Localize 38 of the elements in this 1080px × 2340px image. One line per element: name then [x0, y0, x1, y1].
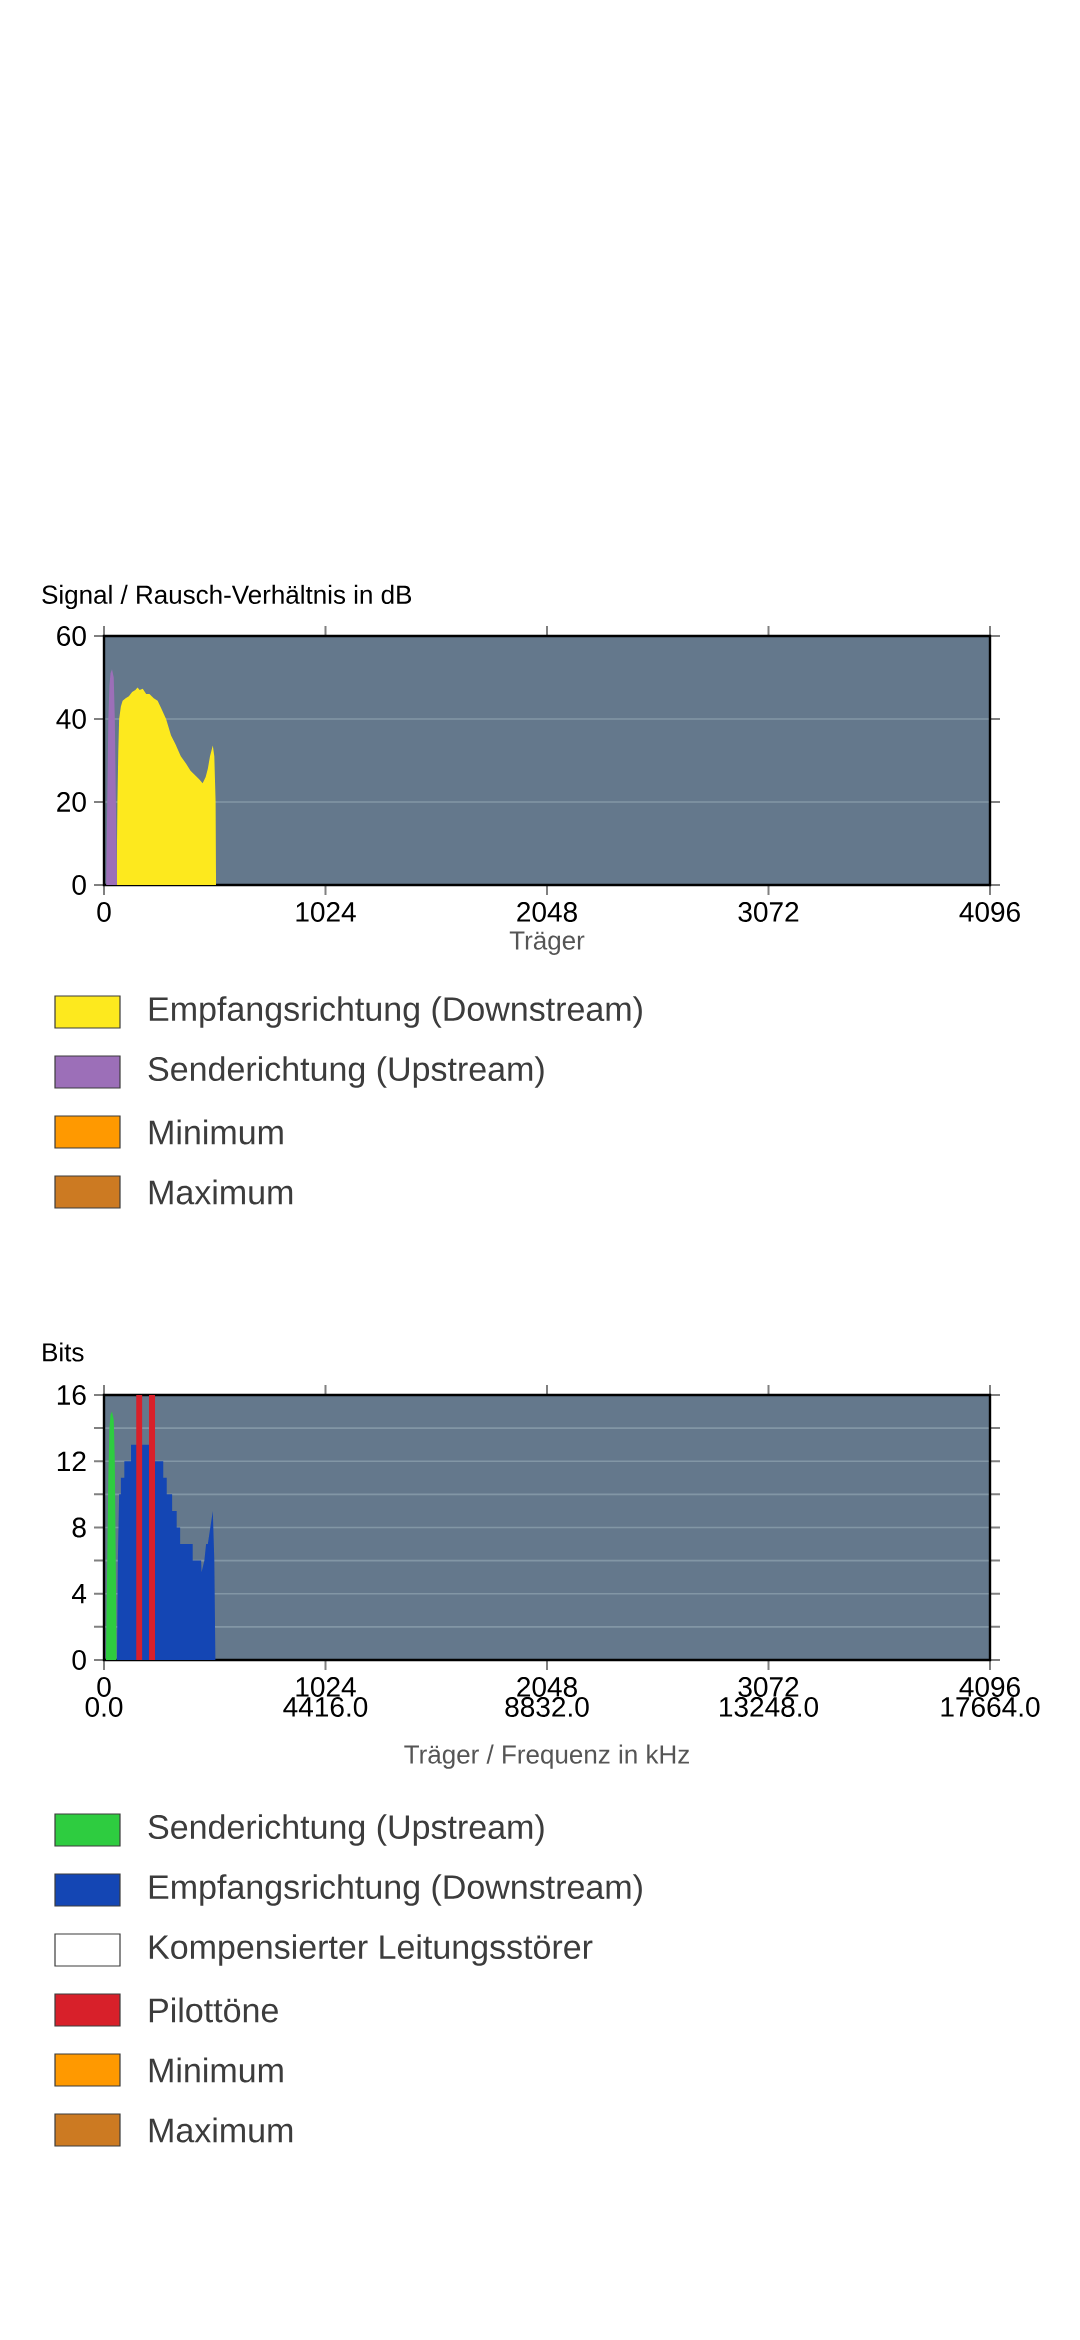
x-tick-label: 2048 — [517, 902, 577, 922]
legend-label: Maximum — [149, 2117, 293, 2143]
x-tick-label: 1024 — [296, 1677, 356, 1697]
x-tick-label: 1024 — [296, 902, 356, 922]
y-tick-label: 20 — [57, 792, 86, 812]
x-axis-title: Träger — [509, 931, 585, 955]
x-tick-label: 2048 — [517, 1677, 577, 1697]
y-tick-label: 40 — [56, 709, 86, 729]
y-axis-title: Bits — [43, 1342, 84, 1362]
legend-label: Minimum — [149, 2057, 283, 2083]
legend-label: Senderichtung (Upstream) — [148, 1056, 544, 1088]
x-tick-label: 3072 — [738, 1677, 799, 1697]
y-tick-label: 4 — [71, 1584, 87, 1604]
legend-label: Empfangsrichtung (Downstream) — [149, 1874, 642, 1906]
legend-label: Kompensierter Leitungsstörer — [149, 1934, 593, 1966]
x2-tick-label: 13248.0 — [720, 1697, 819, 1717]
x2-tick-label: 0.0 — [85, 1697, 123, 1717]
y-axis-title: Signal / Rausch-Verhältnis in dB — [42, 584, 412, 610]
x-tick-label: 0 — [97, 1677, 111, 1697]
y-tick-label: 0 — [72, 1650, 86, 1670]
y-tick-label: 16 — [57, 1385, 86, 1405]
x2-tick-label: 4416.0 — [283, 1697, 368, 1717]
y-tick-label: 12 — [57, 1451, 86, 1472]
legend-label: Senderichtung (Upstream) — [148, 1814, 544, 1846]
x-tick-label: 4096 — [959, 1677, 1020, 1697]
x-axis-title: Träger / Frequenz in kHz — [404, 1744, 689, 1769]
y-tick-label: 60 — [57, 626, 86, 646]
x-tick-label: 4096 — [959, 902, 1020, 922]
legend-label: Empfangsrichtung (Downstream) — [149, 996, 642, 1028]
x2-tick-label: 17664.0 — [941, 1697, 1040, 1717]
legend-label: Maximum — [149, 1179, 293, 1205]
y-tick-label: 8 — [72, 1517, 86, 1538]
x2-tick-label: 8832.0 — [505, 1697, 589, 1717]
x-tick-label: 0 — [97, 902, 111, 922]
legend-label: Minimum — [149, 1119, 283, 1145]
x-tick-label: 3072 — [738, 902, 799, 922]
y-tick-label: 0 — [72, 875, 86, 895]
legend-label: Pilottöne — [149, 1997, 278, 2023]
